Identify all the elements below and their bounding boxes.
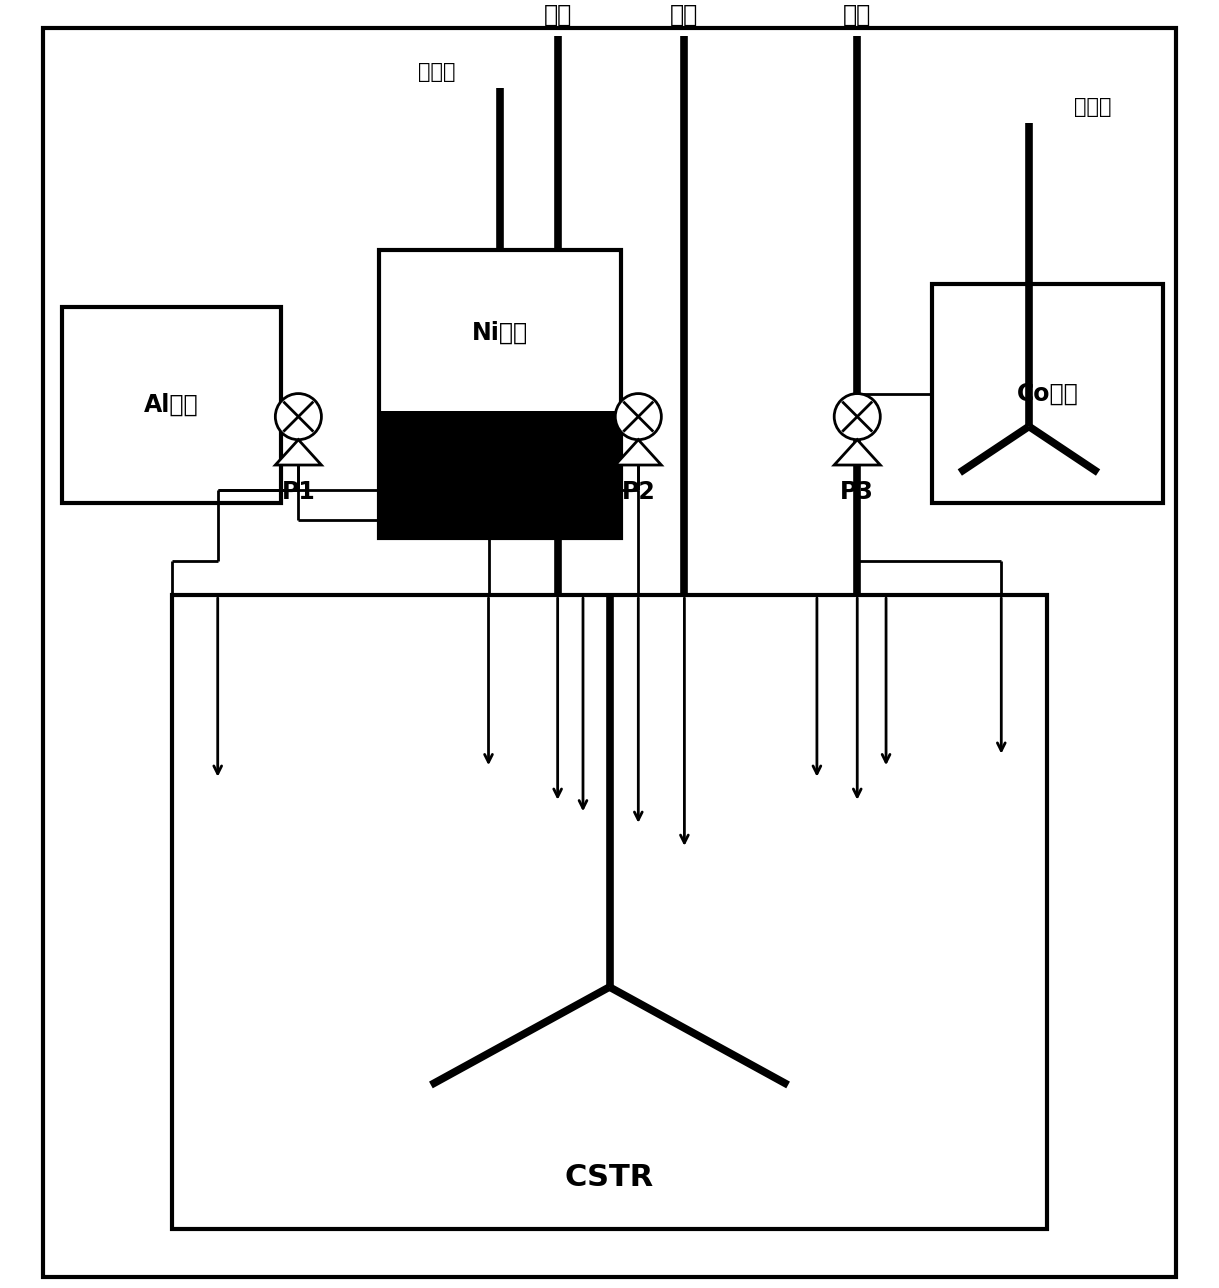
Bar [933, 285, 1163, 504]
Polygon shape [275, 439, 322, 465]
Bar [379, 411, 620, 537]
Text: 氮气: 氮气 [844, 3, 872, 27]
Text: P3: P3 [840, 480, 874, 504]
Bar [379, 250, 620, 537]
Text: Ni溶液: Ni溶液 [472, 321, 528, 345]
Text: 搅拌器: 搅拌器 [1074, 97, 1111, 117]
Text: Co溶液: Co溶液 [1017, 381, 1079, 406]
Circle shape [616, 394, 662, 439]
Text: P1: P1 [282, 480, 316, 504]
Text: 搅拌器: 搅拌器 [418, 62, 456, 82]
Text: 碱液: 碱液 [544, 3, 572, 27]
Circle shape [275, 394, 322, 439]
Text: P2: P2 [622, 480, 655, 504]
Polygon shape [834, 439, 880, 465]
Circle shape [834, 394, 880, 439]
Bar [62, 307, 282, 504]
Text: CSTR: CSTR [564, 1163, 655, 1191]
Text: 氨水: 氨水 [670, 3, 698, 27]
Bar [172, 595, 1047, 1229]
Text: Al溶液: Al溶液 [144, 393, 199, 417]
Polygon shape [616, 439, 662, 465]
